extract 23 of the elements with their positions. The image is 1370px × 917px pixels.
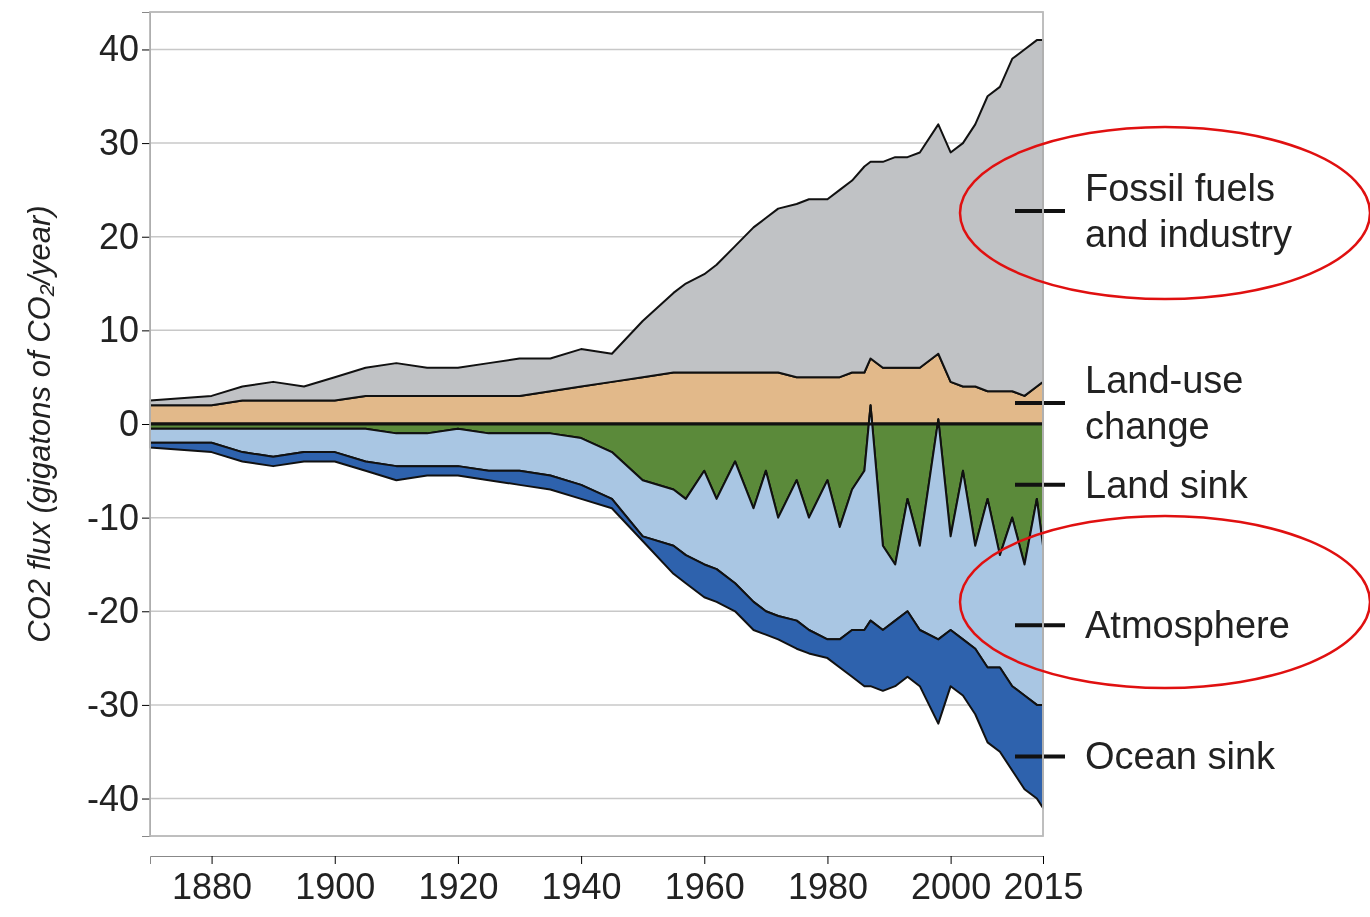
y-tick-label: 40	[98, 28, 139, 70]
legend-label: Atmosphere	[1085, 604, 1290, 647]
legend-label: Land sink	[1085, 463, 1249, 506]
x-tick-label: 1960	[664, 866, 745, 908]
x-tick-label: 1880	[172, 866, 253, 908]
x-tick-label: 2000	[911, 866, 992, 908]
x-tick-label: 2015	[1003, 866, 1084, 908]
x-tick-label: 1980	[787, 866, 868, 908]
x-tick-label: 1900	[295, 866, 376, 908]
y-tick-label: -40	[86, 777, 139, 819]
legend-label: Ocean sink	[1085, 735, 1277, 778]
legend-label: Fossil fuels and industry	[1085, 166, 1293, 255]
y-tick-label: 30	[98, 122, 139, 164]
y-tick-label: 0	[118, 403, 139, 445]
y-axis-title: CO2 flux (gigatons of CO₂/year)	[22, 205, 57, 643]
y-tick-label: 20	[98, 215, 139, 257]
y-tick-label: -10	[86, 496, 139, 538]
legend-label: Land-use change	[1085, 358, 1244, 447]
y-tick-label: -20	[86, 590, 139, 632]
x-tick-label: 1920	[418, 866, 499, 908]
y-tick-label: 10	[98, 309, 139, 351]
x-tick-label: 1940	[541, 866, 622, 908]
y-tick-label: -30	[86, 683, 139, 725]
